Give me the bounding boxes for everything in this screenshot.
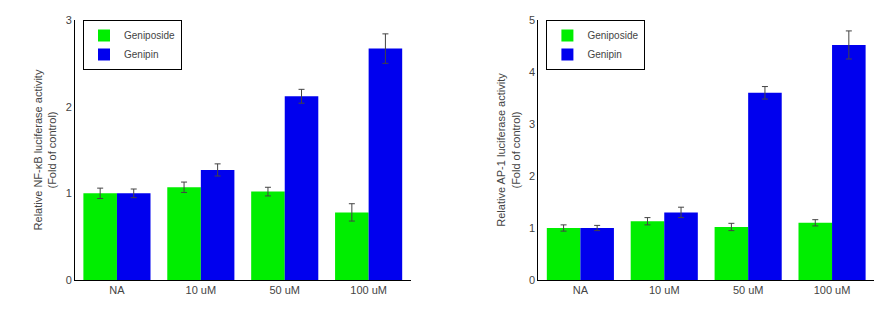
svg-text:50 uM: 50 uM [269,284,300,296]
svg-text:Genipin: Genipin [124,49,158,60]
svg-text:100 uM: 100 uM [350,284,387,296]
svg-text:0: 0 [529,274,535,286]
svg-text:4: 4 [529,66,535,78]
svg-text:NA: NA [109,284,125,296]
svg-text:Relative NF-κB luciferase acti: Relative NF-κB luciferase activity(Fold … [32,69,58,230]
svg-text:NA: NA [573,284,589,296]
svg-text:2: 2 [66,101,72,113]
svg-text:1: 1 [529,222,535,234]
svg-text:Geniposide: Geniposide [124,30,175,41]
svg-text:3: 3 [66,14,72,26]
svg-text:Geniposide: Geniposide [587,30,638,41]
svg-text:5: 5 [529,14,535,26]
svg-text:Genipin: Genipin [587,49,621,60]
svg-text:3: 3 [529,118,535,130]
svg-text:2: 2 [529,170,535,182]
svg-text:50 uM: 50 uM [733,284,764,296]
svg-text:Relative AP-1 luciferase activ: Relative AP-1 luciferase activity(Fold o… [495,73,521,227]
svg-text:10 uM: 10 uM [186,284,217,296]
svg-text:10 uM: 10 uM [649,284,680,296]
svg-text:100 uM: 100 uM [814,284,851,296]
svg-text:1: 1 [66,187,72,199]
svg-text:0: 0 [66,274,72,286]
